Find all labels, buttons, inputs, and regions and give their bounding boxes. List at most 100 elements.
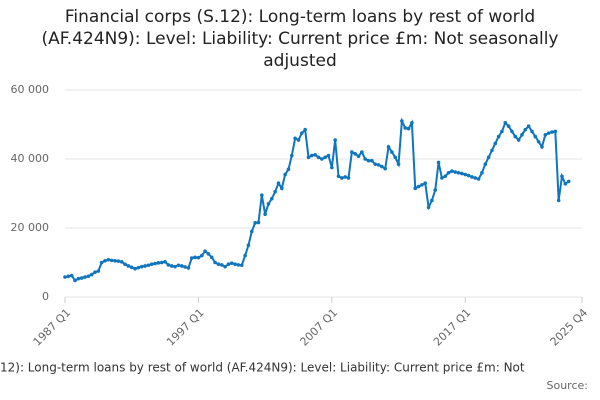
data-point <box>330 165 334 170</box>
data-point <box>109 258 114 263</box>
data-point <box>340 176 344 180</box>
data-point <box>403 126 408 130</box>
data-point <box>119 260 124 264</box>
x-tick-label: 2025 Q4 <box>548 306 591 349</box>
data-point <box>253 221 257 225</box>
data-point <box>453 170 458 174</box>
data-point <box>463 172 468 177</box>
data-point <box>546 131 551 135</box>
data-point <box>486 155 491 160</box>
data-point <box>350 150 354 154</box>
data-point <box>256 220 261 225</box>
data-point <box>136 265 141 270</box>
data-point <box>193 255 197 260</box>
data-point <box>73 278 77 283</box>
data-point <box>173 264 177 269</box>
data-point <box>236 263 241 267</box>
data-point <box>93 270 97 274</box>
data-point <box>440 176 444 180</box>
data-point <box>323 155 327 160</box>
data-point <box>556 198 561 203</box>
source: Source: <box>547 379 589 392</box>
data-point <box>179 264 184 268</box>
data-point <box>239 263 244 268</box>
data-point <box>363 157 367 161</box>
data-point <box>410 120 414 125</box>
data-point <box>146 263 151 268</box>
data-point <box>123 262 127 267</box>
data-point <box>300 131 304 135</box>
data-point <box>390 150 394 154</box>
data-point <box>169 264 174 268</box>
data-point <box>450 169 454 173</box>
data-point <box>276 181 281 185</box>
data-point <box>233 262 237 267</box>
data-point <box>69 273 74 278</box>
y-tick-label: 40 000 <box>11 152 50 165</box>
data-point <box>206 252 211 256</box>
data-point <box>259 193 264 198</box>
x-tick-label: 1997 Q1 <box>164 306 207 349</box>
data-point <box>513 134 518 139</box>
data-point <box>290 153 294 158</box>
data-point <box>370 158 374 163</box>
data-point <box>166 263 171 267</box>
data-point <box>476 177 481 181</box>
data-point <box>159 260 164 265</box>
data-point <box>96 269 101 273</box>
data-point <box>199 253 204 258</box>
data-point <box>520 133 524 137</box>
data-point <box>89 272 94 277</box>
data-point <box>296 138 301 142</box>
data-point <box>473 176 478 180</box>
data-point <box>216 262 221 267</box>
data-point <box>223 264 227 269</box>
data-point <box>490 148 494 153</box>
data-point <box>393 155 398 160</box>
data-point <box>366 158 371 163</box>
data-point <box>243 253 247 258</box>
chart-title: Financial corps (S.12): Long-term loans … <box>41 7 559 71</box>
data-point <box>470 175 474 179</box>
data-point <box>313 153 317 157</box>
data-point <box>186 266 191 270</box>
data-point <box>316 155 321 160</box>
data-point <box>456 171 461 175</box>
data-point <box>446 171 451 175</box>
data-point <box>273 189 277 194</box>
data-point <box>480 171 484 175</box>
data-point <box>156 261 161 265</box>
data-point <box>139 264 144 269</box>
data-point <box>113 258 117 263</box>
data-point <box>423 181 428 185</box>
data-point <box>286 167 291 172</box>
data-point <box>433 188 438 192</box>
data-point <box>320 157 324 161</box>
data-point <box>526 124 531 129</box>
data-point <box>426 205 431 210</box>
data-point <box>219 263 224 267</box>
data-point <box>86 274 91 279</box>
data-point <box>496 134 501 139</box>
x-tick-label: 1987 Q1 <box>31 306 74 349</box>
data-point <box>103 258 107 263</box>
data-point <box>523 127 528 132</box>
data-point <box>356 154 361 159</box>
y-tick-label: 60 000 <box>11 83 50 96</box>
data-point <box>563 182 568 186</box>
data-line <box>64 117 570 282</box>
data-point <box>336 174 341 179</box>
data-point <box>176 263 181 268</box>
data-point <box>383 166 388 171</box>
data-point <box>503 120 508 125</box>
data-point <box>303 127 307 132</box>
data-point <box>510 129 514 134</box>
data-point <box>189 256 194 260</box>
data-point <box>293 136 297 141</box>
data-point <box>466 173 471 178</box>
data-point <box>249 229 254 234</box>
data-point <box>343 175 347 179</box>
data-point <box>76 276 81 281</box>
